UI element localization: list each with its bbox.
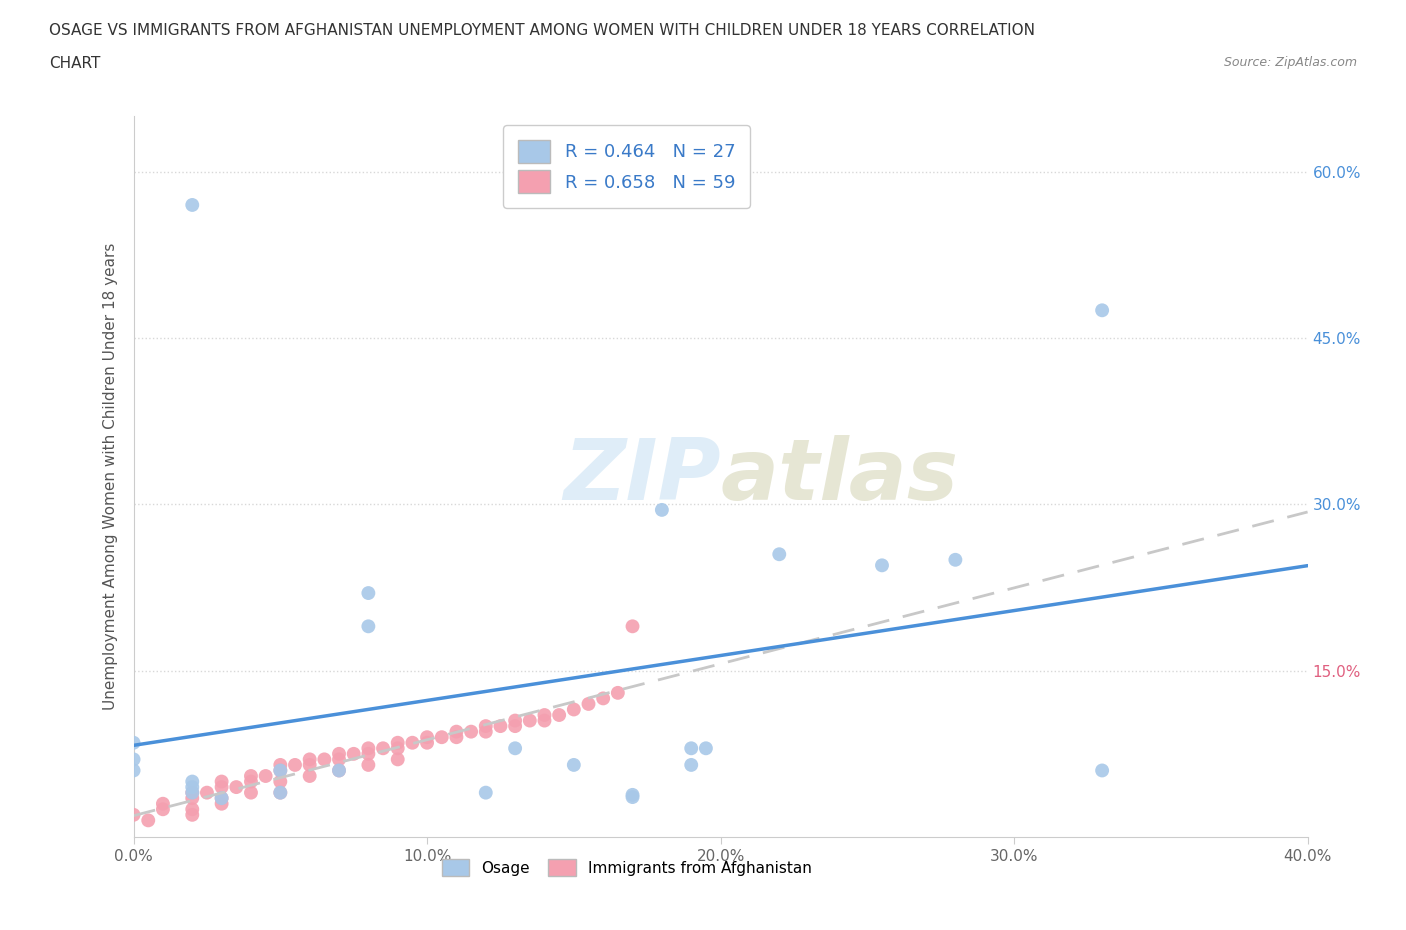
Point: [181, 802, 204, 817]
Point: [269, 785, 291, 800]
Point: [122, 736, 145, 751]
Point: [181, 197, 204, 212]
Text: OSAGE VS IMMIGRANTS FROM AFGHANISTAN UNEMPLOYMENT AMONG WOMEN WITH CHILDREN UNDE: OSAGE VS IMMIGRANTS FROM AFGHANISTAN UNE…: [49, 23, 1035, 38]
Point: [489, 719, 512, 734]
Point: [357, 741, 380, 756]
Point: [446, 730, 468, 745]
Point: [475, 719, 498, 734]
Text: ZIP: ZIP: [562, 435, 721, 518]
Point: [548, 708, 571, 723]
Point: [181, 785, 204, 800]
Point: [681, 757, 703, 772]
Point: [870, 558, 893, 573]
Point: [357, 747, 380, 762]
Point: [562, 702, 585, 717]
Point: [298, 752, 321, 767]
Point: [357, 586, 380, 601]
Point: [211, 774, 233, 789]
Point: [122, 752, 145, 767]
Point: [181, 779, 204, 794]
Point: [357, 757, 380, 772]
Point: [181, 807, 204, 822]
Point: [695, 741, 717, 756]
Point: [328, 752, 350, 767]
Point: [298, 757, 321, 772]
Point: [357, 618, 380, 633]
Point: [446, 724, 468, 739]
Point: [1091, 763, 1114, 777]
Point: [269, 757, 291, 772]
Point: [211, 779, 233, 794]
Point: [195, 785, 218, 800]
Point: [387, 736, 409, 751]
Point: [475, 724, 498, 739]
Point: [430, 730, 453, 745]
Point: [152, 796, 174, 811]
Legend: Osage, Immigrants from Afghanistan: Osage, Immigrants from Afghanistan: [434, 852, 820, 883]
Point: [533, 708, 555, 723]
Point: [945, 552, 967, 567]
Point: [592, 691, 614, 706]
Point: [533, 713, 555, 728]
Point: [562, 757, 585, 772]
Point: [343, 747, 366, 762]
Point: [239, 774, 263, 789]
Text: atlas: atlas: [721, 435, 959, 518]
Text: CHART: CHART: [49, 56, 101, 71]
Point: [503, 713, 526, 728]
Point: [401, 736, 423, 751]
Point: [181, 790, 204, 805]
Point: [460, 724, 482, 739]
Point: [1091, 303, 1114, 318]
Point: [152, 802, 174, 817]
Point: [181, 785, 204, 800]
Point: [475, 785, 498, 800]
Point: [254, 768, 277, 783]
Point: [314, 752, 336, 767]
Point: [211, 790, 233, 805]
Point: [298, 768, 321, 783]
Point: [181, 774, 204, 789]
Point: [269, 785, 291, 800]
Point: [416, 730, 439, 745]
Point: [136, 813, 159, 828]
Point: [416, 736, 439, 751]
Point: [239, 768, 263, 783]
Point: [651, 502, 673, 517]
Point: [519, 713, 541, 728]
Point: [284, 757, 307, 772]
Point: [269, 774, 291, 789]
Point: [621, 618, 644, 633]
Point: [503, 741, 526, 756]
Point: [328, 747, 350, 762]
Point: [328, 763, 350, 777]
Point: [371, 741, 394, 756]
Point: [225, 779, 247, 794]
Point: [621, 790, 644, 804]
Point: [387, 752, 409, 767]
Point: [239, 785, 263, 800]
Y-axis label: Unemployment Among Women with Children Under 18 years: Unemployment Among Women with Children U…: [103, 243, 118, 711]
Point: [621, 788, 644, 803]
Point: [503, 719, 526, 734]
Point: [211, 790, 233, 805]
Point: [269, 763, 291, 777]
Point: [578, 697, 600, 711]
Point: [122, 807, 145, 822]
Point: [681, 741, 703, 756]
Point: [122, 763, 145, 777]
Point: [211, 796, 233, 811]
Point: [606, 685, 628, 700]
Point: [387, 741, 409, 756]
Point: [269, 763, 291, 777]
Text: Source: ZipAtlas.com: Source: ZipAtlas.com: [1223, 56, 1357, 69]
Point: [328, 763, 350, 777]
Point: [768, 547, 790, 562]
